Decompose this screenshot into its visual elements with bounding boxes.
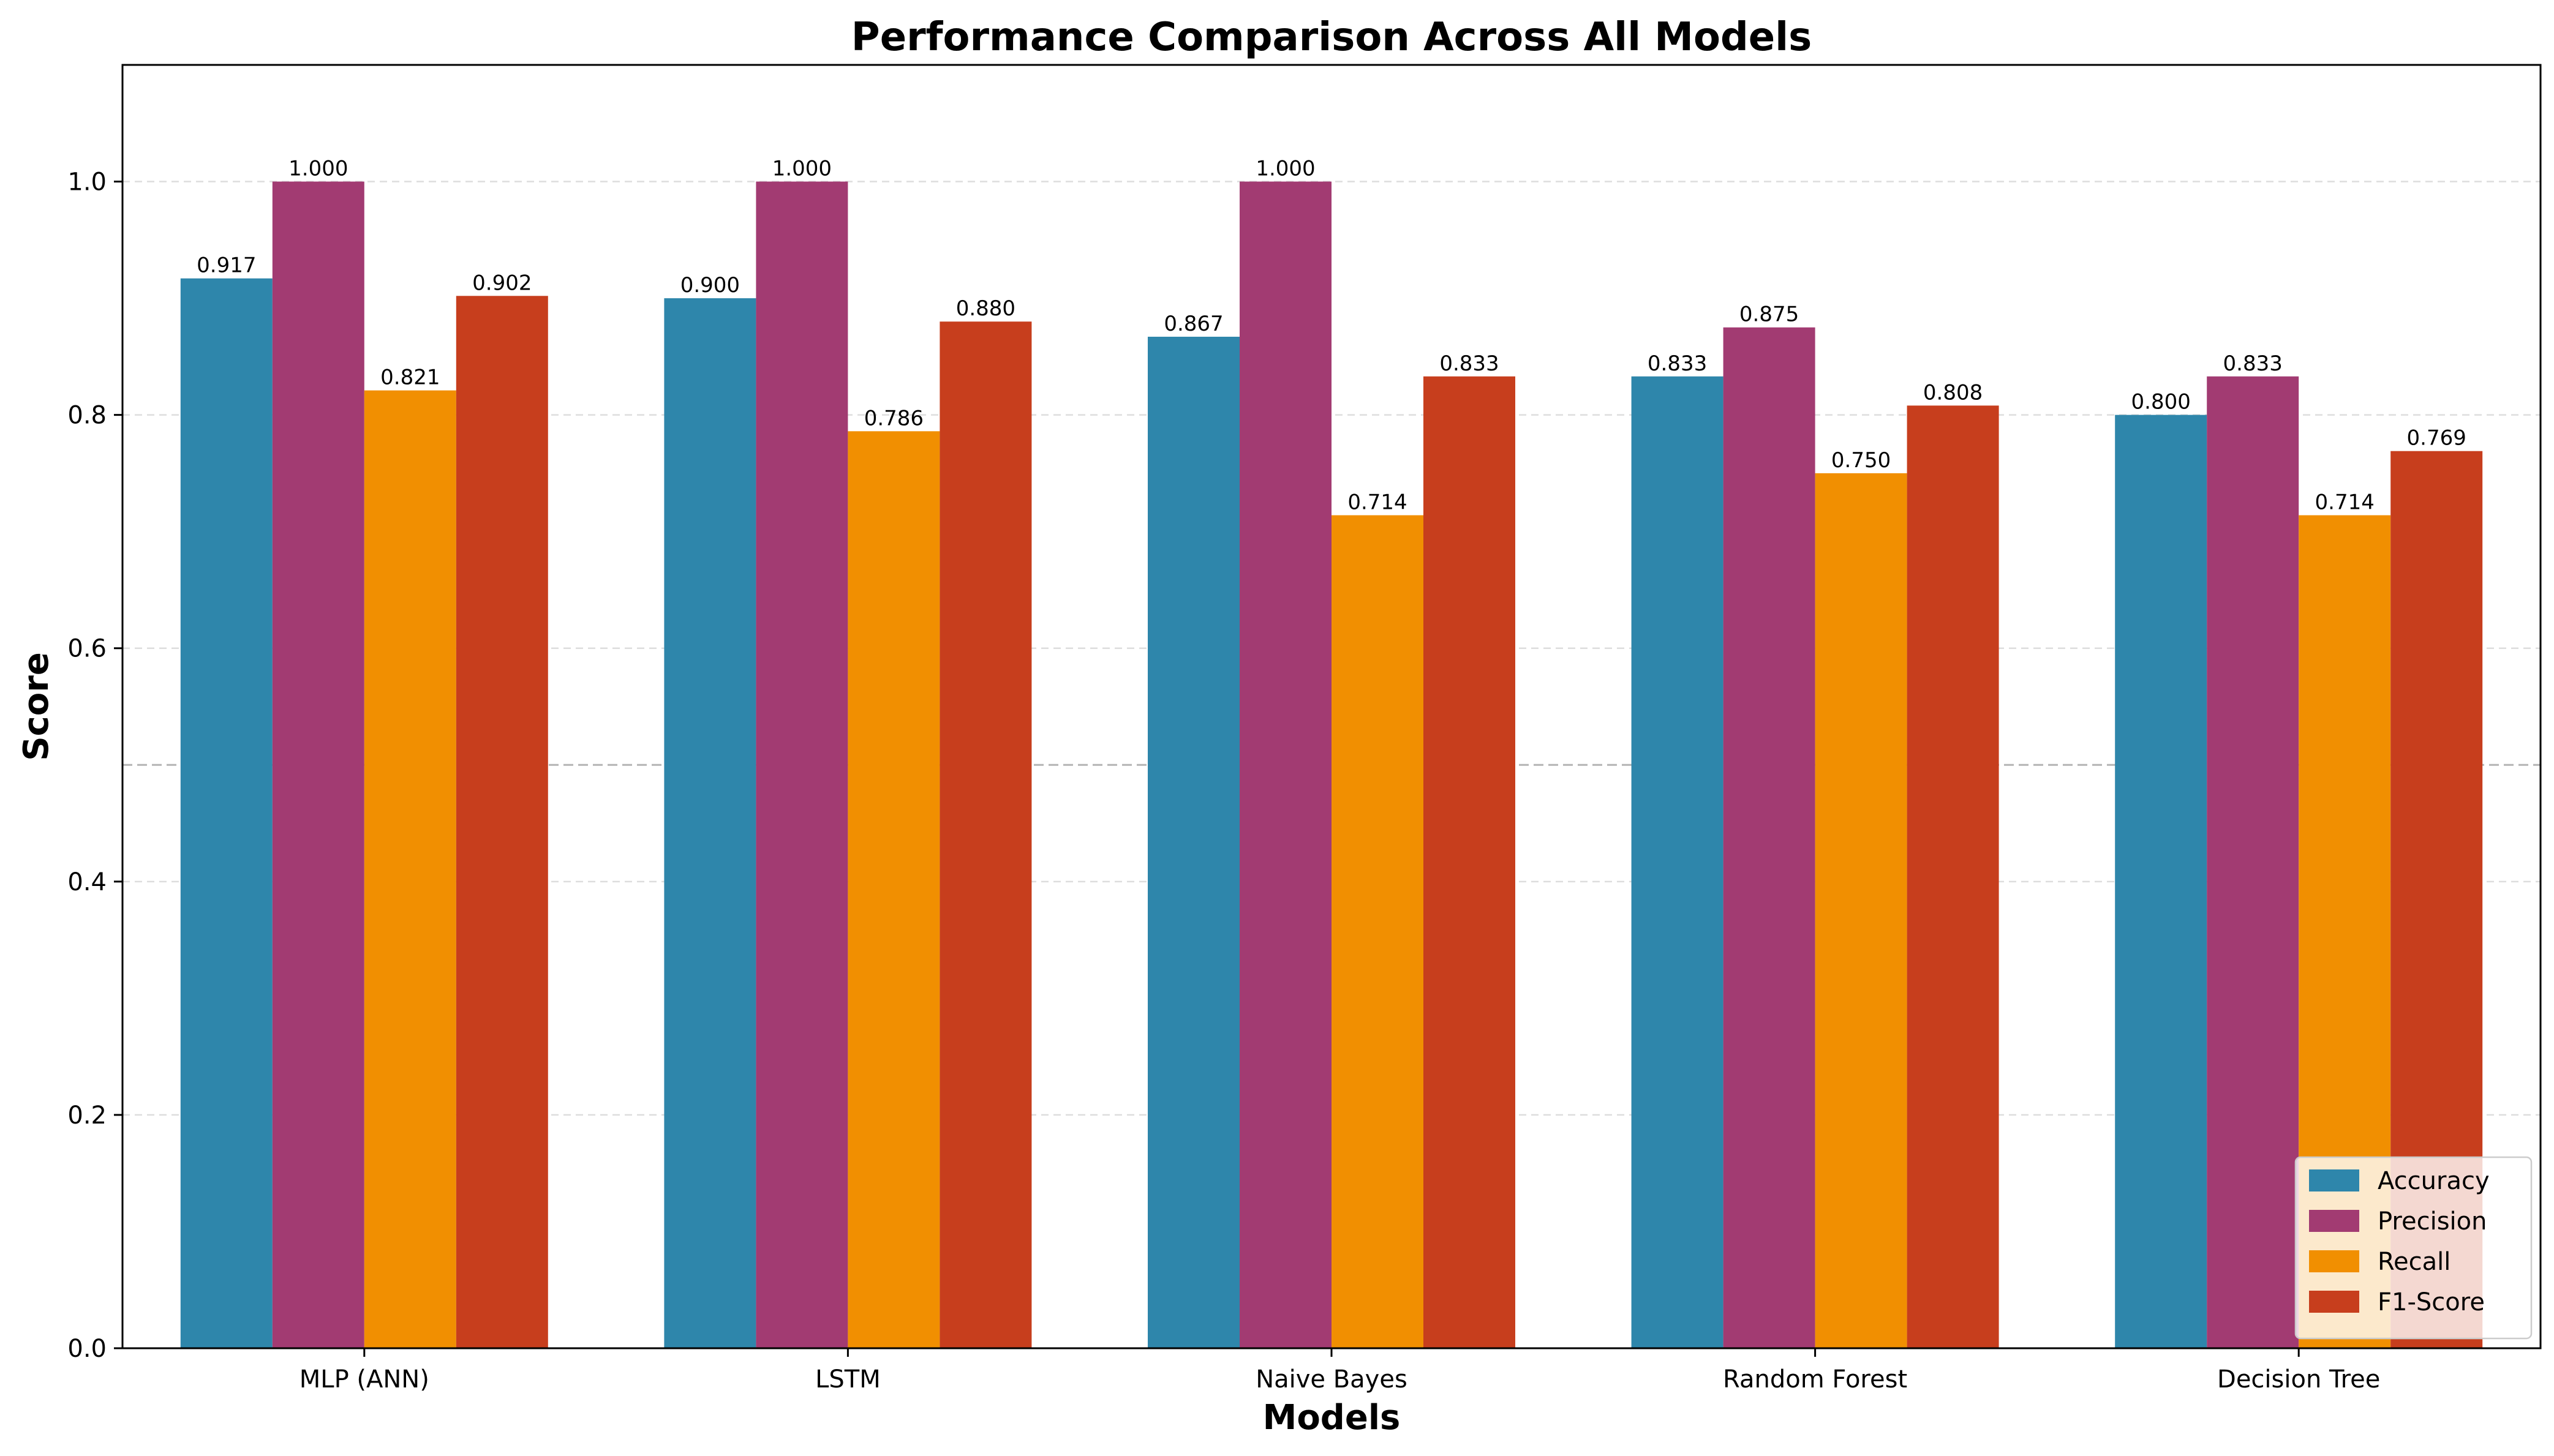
y-tick-label: 0.8 xyxy=(67,402,107,430)
data-label: 0.833 xyxy=(1648,351,1707,376)
data-label: 0.833 xyxy=(1439,351,1499,376)
data-label: 0.880 xyxy=(956,296,1015,321)
y-tick-label: 0.0 xyxy=(67,1335,107,1363)
data-label: 0.833 xyxy=(2223,351,2283,376)
bar-accuracy xyxy=(664,298,756,1348)
data-label: 1.000 xyxy=(288,157,348,181)
bar-precision xyxy=(2207,376,2299,1348)
data-labels: 0.917 1.000 0.821 0.902 0.900 1.000 0.786 0.880… xyxy=(197,157,2466,515)
legend-label: Recall xyxy=(2378,1248,2450,1276)
legend-swatch xyxy=(2309,1291,2359,1313)
data-label: 0.786 xyxy=(864,406,924,430)
data-label: 0.875 xyxy=(1739,302,1799,327)
data-label: 0.714 xyxy=(1347,490,1407,515)
data-label: 1.000 xyxy=(772,157,832,181)
legend-swatch xyxy=(2309,1250,2359,1272)
bar-f1-score xyxy=(456,296,548,1348)
legend-swatch xyxy=(2309,1169,2359,1191)
bars xyxy=(180,181,2483,1349)
data-label: 0.821 xyxy=(380,366,440,390)
axes: 0.0 0.2 0.4 0.6 0.8 1.0 MLP (ANN) LSTM Naive Bay… xyxy=(67,168,2380,1394)
bar-precision xyxy=(1240,181,1332,1349)
data-label: 0.800 xyxy=(2131,390,2191,415)
x-tick-label: Random Forest xyxy=(1723,1365,1907,1394)
bar-f1-score xyxy=(940,321,1032,1349)
x-tick-label: Naive Bayes xyxy=(1256,1365,1407,1394)
legend-label: Precision xyxy=(2378,1207,2487,1236)
legend: Accuracy Precision Recall F1-Score xyxy=(2294,1156,2533,1340)
bar-f1-score xyxy=(1907,405,1999,1348)
x-axis-label: Models xyxy=(1263,1398,1401,1438)
legend-swatch xyxy=(2309,1210,2359,1232)
bar-accuracy xyxy=(1631,376,1723,1348)
data-label: 0.714 xyxy=(2315,490,2375,515)
y-tick-label: 0.6 xyxy=(67,635,107,663)
x-tick-label: Decision Tree xyxy=(2217,1365,2380,1394)
x-tick-label: MLP (ANN) xyxy=(299,1365,429,1394)
x-tick-label: LSTM xyxy=(815,1365,881,1394)
bar-precision xyxy=(1723,327,1815,1348)
data-label: 1.000 xyxy=(1256,157,1315,181)
bar-recall xyxy=(1332,515,1423,1349)
bar-recall xyxy=(848,431,940,1348)
bar-f1-score xyxy=(1423,376,1515,1348)
bar-precision xyxy=(756,181,848,1349)
data-label: 0.750 xyxy=(1831,448,1891,473)
y-tick-label: 1.0 xyxy=(67,168,107,197)
legend-label: Accuracy xyxy=(2378,1167,2490,1195)
bar-accuracy xyxy=(2115,415,2207,1348)
y-tick-label: 0.2 xyxy=(67,1101,107,1130)
data-label: 0.900 xyxy=(680,273,740,298)
data-label: 0.808 xyxy=(1923,380,1983,405)
legend-label: F1-Score xyxy=(2378,1288,2485,1316)
data-label: 0.902 xyxy=(472,271,532,295)
data-label: 0.917 xyxy=(197,253,256,278)
chart-title: Performance Comparison Across All Models xyxy=(851,15,1812,60)
bar-accuracy xyxy=(1148,336,1240,1348)
bar-recall xyxy=(1815,473,1907,1348)
y-axis-label: Score xyxy=(17,652,56,761)
data-label: 0.769 xyxy=(2407,426,2466,451)
bar-accuracy xyxy=(180,278,273,1348)
bar-precision xyxy=(272,181,364,1349)
data-label: 0.867 xyxy=(1164,312,1223,336)
y-tick-label: 0.4 xyxy=(67,868,107,896)
bar-recall xyxy=(364,390,456,1348)
